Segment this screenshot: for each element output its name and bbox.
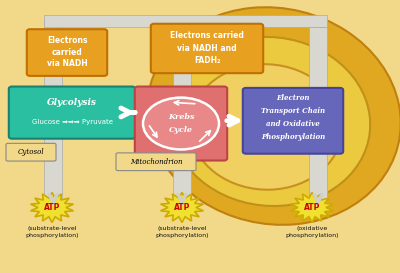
Text: Phosphorylation: Phosphorylation — [261, 133, 325, 141]
Bar — [173, 27, 191, 89]
Text: via NADH and: via NADH and — [177, 43, 237, 52]
Ellipse shape — [170, 37, 370, 206]
Bar — [309, 27, 327, 90]
Circle shape — [143, 98, 219, 150]
Text: ATP: ATP — [44, 203, 60, 212]
Text: Transport Chain: Transport Chain — [261, 107, 325, 115]
Text: carried: carried — [52, 48, 82, 57]
Text: Glycolysis: Glycolysis — [47, 98, 97, 106]
Ellipse shape — [190, 64, 342, 190]
FancyBboxPatch shape — [9, 87, 135, 139]
Text: Mitochondrion: Mitochondrion — [130, 158, 182, 166]
Text: FADH₂: FADH₂ — [194, 56, 220, 65]
Text: Cytosol: Cytosol — [18, 148, 44, 156]
Polygon shape — [160, 192, 204, 222]
Text: Electrons: Electrons — [47, 36, 87, 45]
Bar — [44, 136, 62, 206]
Text: Cycle: Cycle — [169, 126, 193, 134]
Text: Electron: Electron — [276, 94, 310, 102]
Ellipse shape — [147, 7, 400, 225]
FancyBboxPatch shape — [116, 153, 196, 171]
Text: ATP: ATP — [304, 203, 320, 212]
Text: (substrate-level
phosphorylation): (substrate-level phosphorylation) — [25, 226, 79, 238]
Bar — [309, 152, 327, 206]
Polygon shape — [290, 192, 334, 222]
Bar — [44, 15, 327, 27]
FancyBboxPatch shape — [151, 24, 263, 73]
Text: (substrate-level
phosphorylation): (substrate-level phosphorylation) — [155, 226, 209, 238]
Text: and Oxidative: and Oxidative — [266, 120, 320, 128]
Text: Glucose ➡➡➡ Pyruvate: Glucose ➡➡➡ Pyruvate — [32, 119, 112, 125]
Polygon shape — [30, 192, 74, 222]
FancyBboxPatch shape — [6, 143, 56, 161]
FancyBboxPatch shape — [135, 87, 227, 161]
Text: ATP: ATP — [174, 203, 190, 212]
Text: Electrons carried: Electrons carried — [170, 31, 244, 40]
Bar — [173, 158, 191, 206]
Text: (oxidative
phosphorylation): (oxidative phosphorylation) — [285, 226, 339, 238]
Bar — [44, 20, 62, 89]
Text: Krebs: Krebs — [168, 113, 194, 121]
FancyBboxPatch shape — [27, 29, 107, 76]
Text: via NADH: via NADH — [47, 59, 87, 68]
FancyBboxPatch shape — [243, 88, 343, 154]
